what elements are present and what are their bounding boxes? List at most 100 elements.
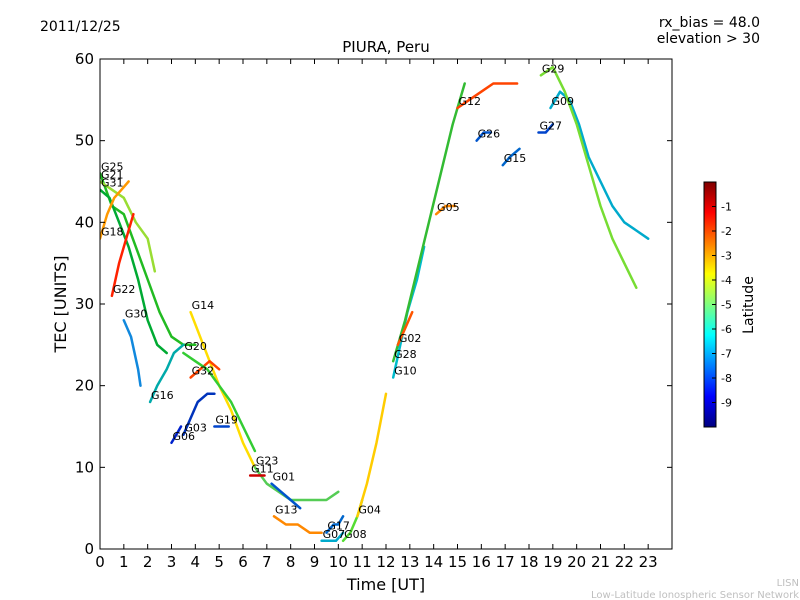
colorbar-label: Latitude: [741, 276, 757, 334]
series-label-g22: G22: [113, 283, 136, 296]
series-label-g30: G30: [125, 307, 148, 320]
series-label-g19: G19: [215, 414, 238, 427]
date-label: 2011/12/25: [40, 19, 121, 35]
x-tick-label: 0: [95, 553, 105, 571]
series-label-g02: G02: [399, 332, 422, 345]
series-label-g23: G23: [256, 454, 279, 467]
colorbar-tick-label: -6: [721, 323, 732, 336]
series-label-g05: G05: [437, 201, 460, 214]
x-tick-label: 23: [639, 553, 658, 571]
x-tick-label: 7: [262, 553, 272, 571]
x-tick-label: 22: [615, 553, 634, 571]
y-tick-label: 40: [75, 213, 94, 231]
series-label-g28: G28: [394, 348, 417, 361]
y-tick-label: 30: [75, 295, 94, 313]
series-line-g23: [253, 466, 340, 502]
series-label-g20: G20: [184, 340, 207, 353]
x-tick-label: 20: [567, 553, 586, 571]
series-label-g12: G12: [459, 95, 482, 108]
series-label-g21: G21: [101, 169, 124, 182]
rx-bias-label: rx_bias = 48.0: [659, 15, 760, 31]
colorbar-tick-label: -8: [721, 372, 732, 385]
footer-org-full: Low-Latitude Ionospheric Sensor Network: [591, 590, 799, 600]
series-label-g18: G18: [101, 226, 124, 239]
colorbar: -1 -2 -3 -4 -5 -6 -7 -8 -9 Latitude: [703, 181, 757, 428]
x-tick-label: 13: [400, 553, 419, 571]
x-tick-label: 15: [448, 553, 467, 571]
series-label-g32: G32: [192, 365, 215, 378]
x-tick-label: 21: [591, 553, 610, 571]
series-line-g05: [434, 204, 457, 216]
x-tick-label: 16: [472, 553, 491, 571]
x-tick-label: 12: [376, 553, 395, 571]
x-tick-label: 6: [238, 553, 248, 571]
series-label-g11: G11: [251, 463, 274, 476]
x-tick-label: 1: [119, 553, 129, 571]
series-label-g03: G03: [184, 422, 207, 435]
colorbar-tick-label: -1: [721, 201, 732, 214]
x-tick-label: 17: [496, 553, 515, 571]
series-line-g30: [122, 319, 142, 387]
x-tick-label: 4: [191, 553, 201, 571]
x-tick-label: 18: [519, 553, 538, 571]
x-tick-label: 19: [543, 553, 562, 571]
series-label-g04: G04: [358, 503, 381, 516]
series-label-g26: G26: [478, 128, 501, 141]
colorbar-tick-label: -2: [721, 225, 732, 238]
series-line-g31: [100, 188, 168, 355]
series-line-g01: [270, 482, 302, 510]
x-tick-label: 3: [167, 553, 177, 571]
series-line-g06: [170, 425, 183, 445]
x-axis-label: Time [UT]: [346, 575, 425, 594]
footer-org-short: LISN: [777, 578, 799, 589]
colorbar-tick-label: -7: [721, 348, 732, 361]
y-tick-label: 60: [75, 50, 94, 68]
series-line-g21: [100, 180, 157, 273]
series-label-g07: G07: [323, 528, 346, 541]
plot-frame: [99, 58, 673, 550]
series-label-g15: G15: [504, 152, 527, 165]
series-line-g29: [539, 65, 638, 289]
series-line-g22: [110, 212, 135, 298]
colorbar-tick-label: -4: [721, 274, 732, 287]
series-line-g13: [272, 515, 323, 534]
series-line-g09: [549, 90, 650, 240]
colorbar-tick-label: -3: [721, 250, 732, 263]
series-line-g03: [182, 392, 216, 436]
series-label-g29: G29: [542, 62, 565, 75]
x-tick-label: 9: [310, 553, 320, 571]
y-tick-label: 0: [84, 540, 94, 558]
series-line-g04: [356, 392, 388, 518]
y-tick-label: 20: [75, 377, 94, 395]
series-label-g13: G13: [275, 503, 298, 516]
series-line-g16: [148, 343, 185, 404]
series-line-g07: [320, 531, 345, 543]
chart-title: PIURA, Peru: [342, 38, 429, 56]
series-label-g06: G06: [173, 430, 196, 443]
series-label-g27: G27: [540, 120, 563, 133]
x-tick-label: 5: [214, 553, 224, 571]
colorbar-tick-label: -9: [721, 397, 732, 410]
colorbar-tick-label: -5: [721, 299, 732, 312]
series-line-g20: [182, 351, 257, 453]
y-axis-label: TEC [UNITS]: [51, 256, 70, 354]
series-label-g31: G31: [101, 177, 124, 190]
series-line-g12: [456, 82, 519, 110]
elevation-label: elevation > 30: [657, 31, 760, 47]
series-label-g14: G14: [192, 299, 215, 312]
x-tick-label: 10: [329, 553, 348, 571]
series-label-g08: G08: [344, 528, 367, 541]
series-line-g28: [391, 82, 466, 363]
series-line-g26: [475, 131, 493, 142]
x-tick-label: 11: [353, 553, 372, 571]
series-label-g09: G09: [551, 95, 574, 108]
series-label-g10: G10: [394, 365, 417, 378]
series-line-g17: [325, 515, 345, 534]
series-label-g01: G01: [273, 471, 296, 484]
x-tick-label: 14: [424, 553, 443, 571]
series-line-g32: [189, 359, 221, 379]
series-label-g17: G17: [327, 520, 350, 533]
x-tick-label: 8: [286, 553, 296, 571]
